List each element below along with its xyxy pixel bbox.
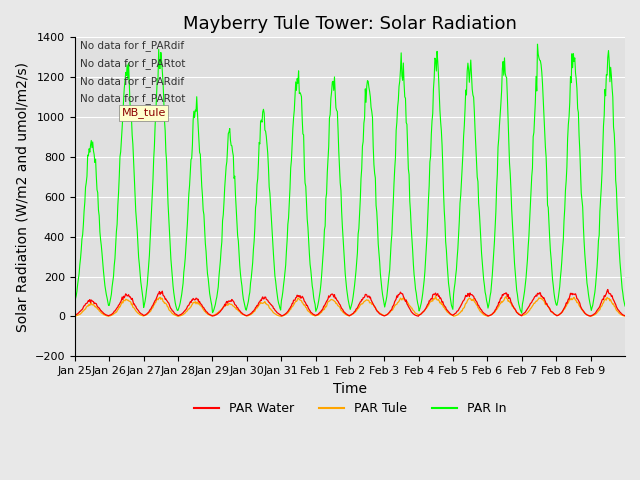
Text: No data for f_PARtot: No data for f_PARtot <box>80 93 186 104</box>
X-axis label: Time: Time <box>333 382 367 396</box>
Title: Mayberry Tule Tower: Solar Radiation: Mayberry Tule Tower: Solar Radiation <box>183 15 517 33</box>
Text: No data for f_PARdif: No data for f_PARdif <box>80 40 184 51</box>
Legend: PAR Water, PAR Tule, PAR In: PAR Water, PAR Tule, PAR In <box>189 397 511 420</box>
Text: No data for f_PARtot: No data for f_PARtot <box>80 58 186 69</box>
Y-axis label: Solar Radiation (W/m2 and umol/m2/s): Solar Radiation (W/m2 and umol/m2/s) <box>15 62 29 332</box>
Text: MB_tule: MB_tule <box>122 108 166 119</box>
Text: No data for f_PARdif: No data for f_PARdif <box>80 76 184 86</box>
